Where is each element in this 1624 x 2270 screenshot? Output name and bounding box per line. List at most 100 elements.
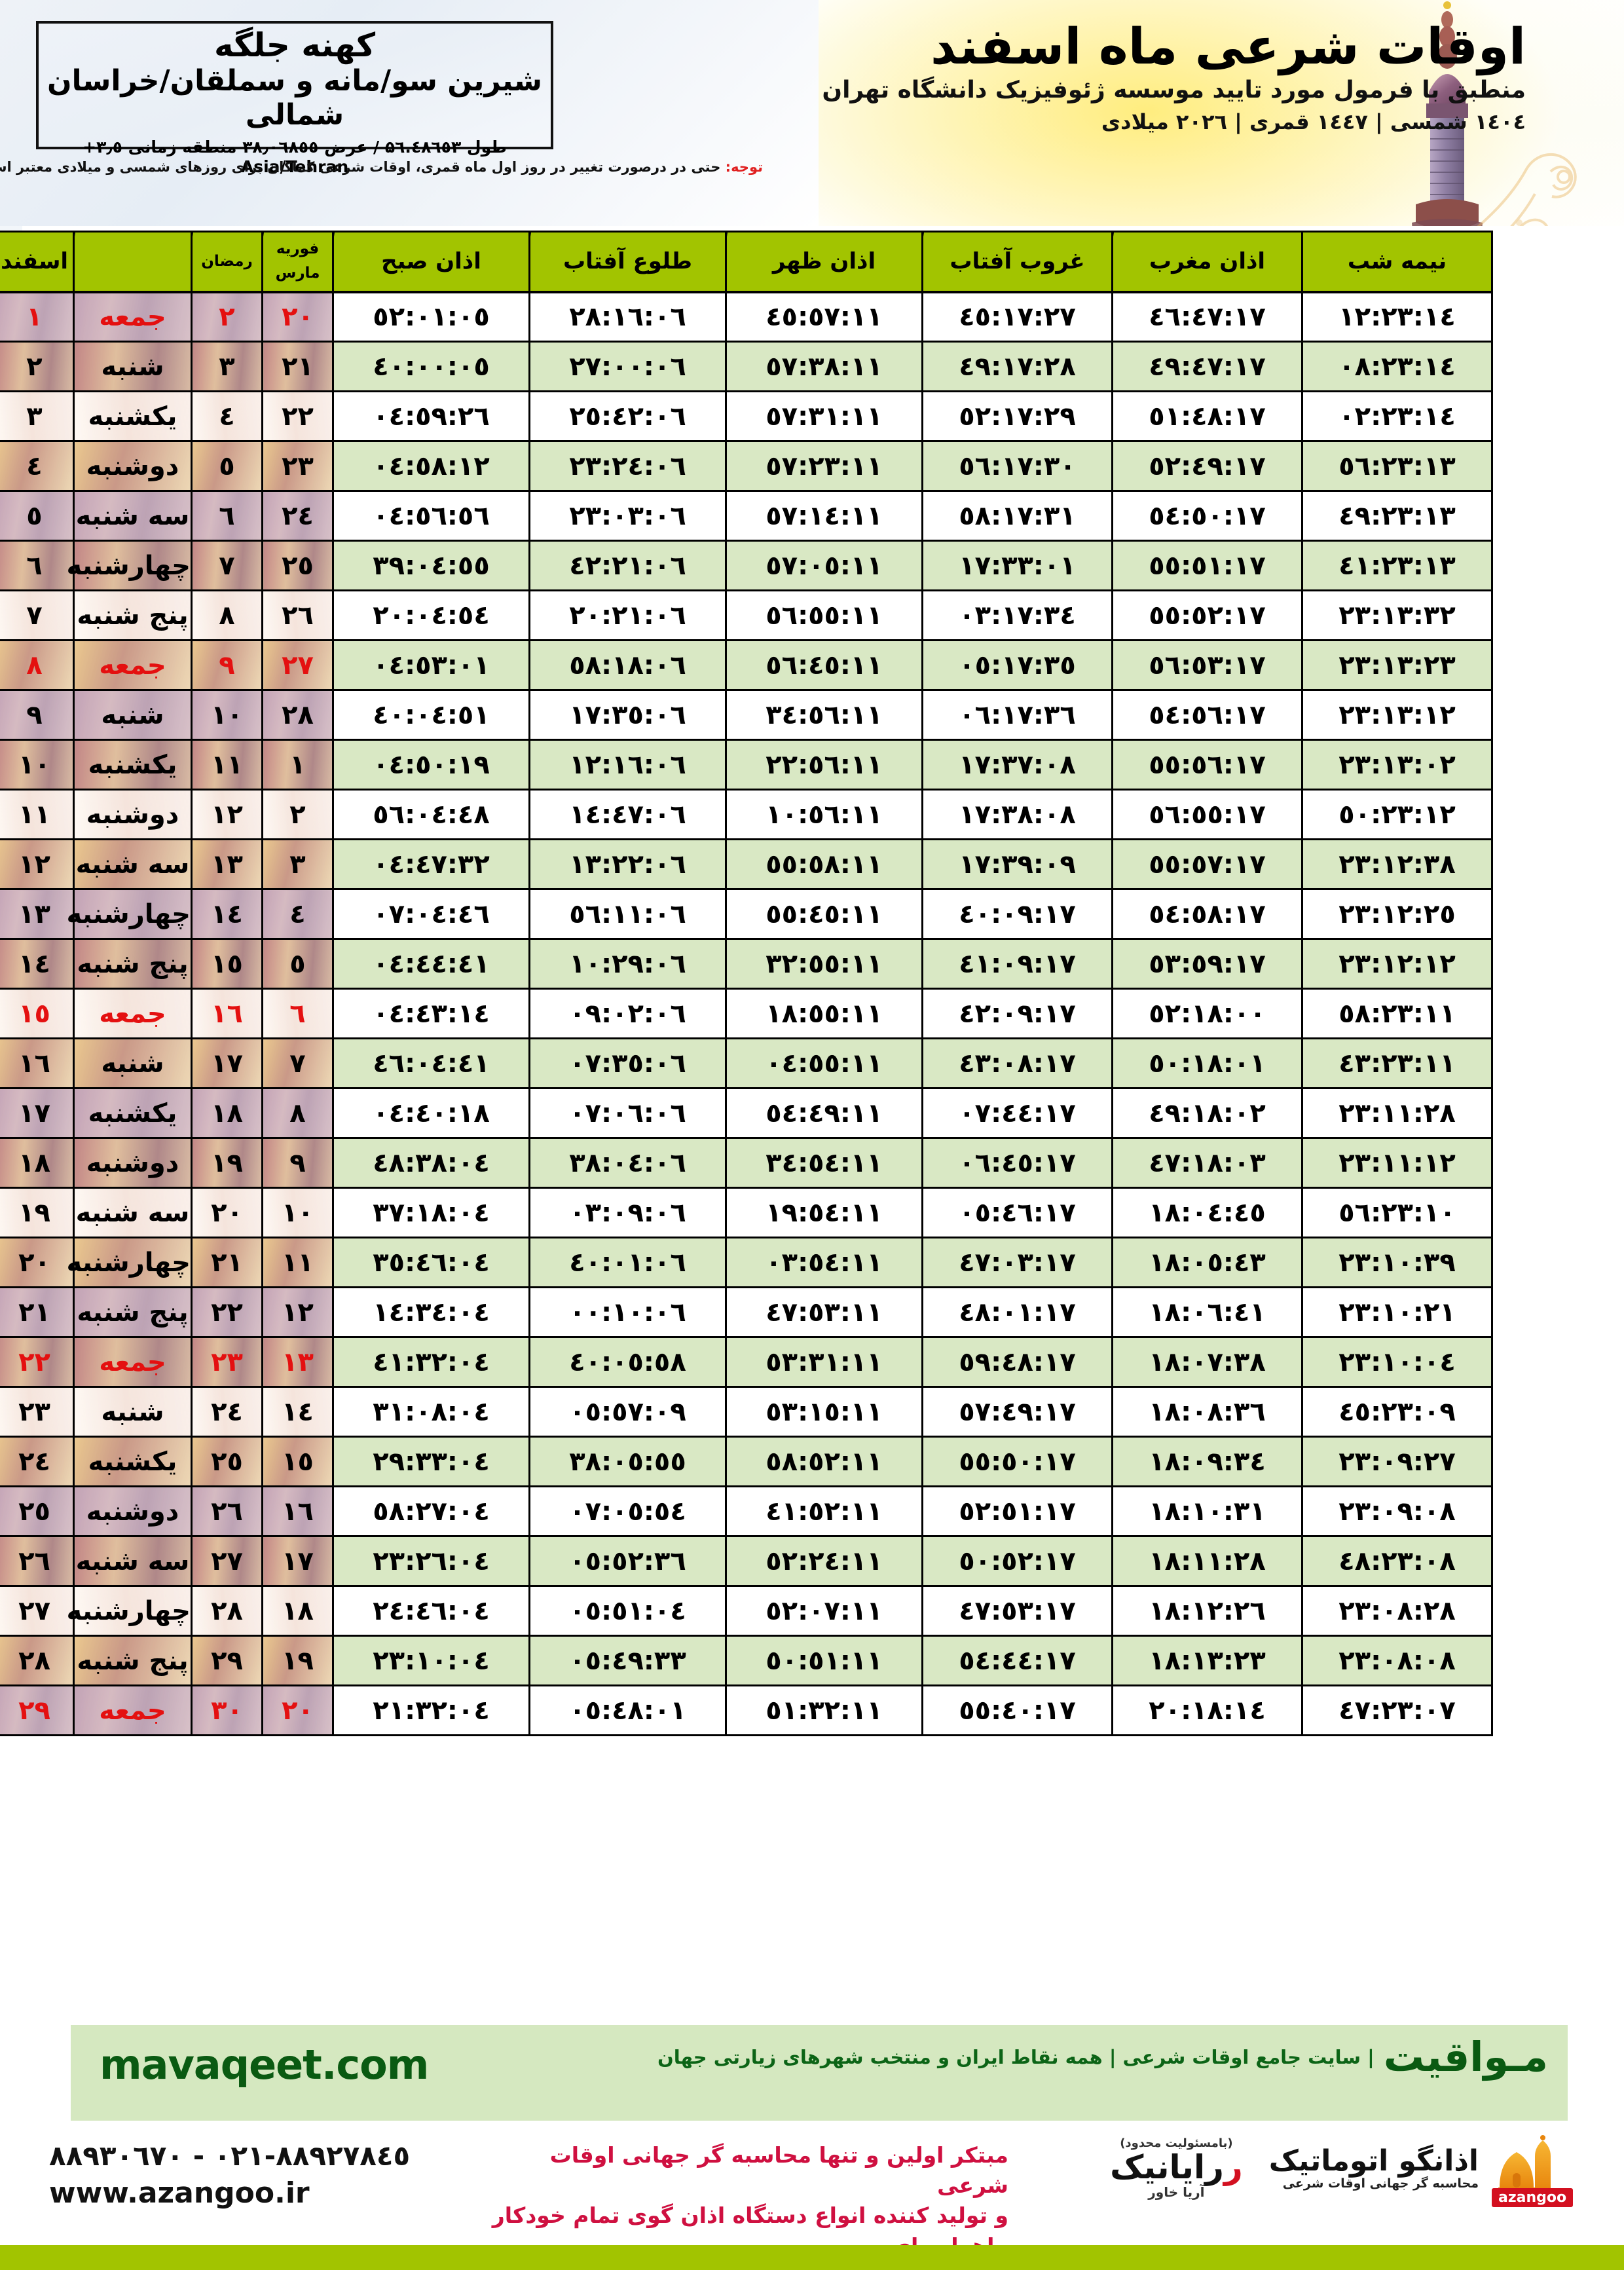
cell-fajr: ۰٤:٤٤:٤۱ xyxy=(332,938,530,990)
cell-gregorian-day: ۲۱ xyxy=(261,341,334,392)
prayer-times-table-wrap: نیمه شب اذان مغرب غروب آفتاب اذان ظهر طل… xyxy=(0,231,1493,1736)
cell-sunset: ۱۷:٤۹:٥۷ xyxy=(921,1386,1113,1438)
cell-nimeshab: ۲۳:۱۰:۳۹ xyxy=(1301,1237,1493,1288)
table-row: ۲۳:۱۳:۳۲ ۱۷:٥۲:٥٥ ۱۷:۳٤:۰۳ ۱۱:٥٦:٥٥ ۰٦:۲۰:۲۱… xyxy=(0,589,1493,641)
cell-solar-day: ۸ xyxy=(0,639,75,691)
cell-sunset: ۱۷:٤٥:۰٦ xyxy=(921,1137,1113,1189)
cell-nimeshab: ۲۳:۱۳:٤۹ xyxy=(1301,490,1493,542)
cell-sunrise: ۰٥:٥۲:۳٦ xyxy=(528,1535,727,1587)
cell-dhuhr: ۱۱:٥۲:٤۱ xyxy=(725,1485,923,1537)
cell-solar-day: ۲۸ xyxy=(0,1635,75,1686)
cell-nimeshab: ۲۳:۰۸:۲۸ xyxy=(1301,1585,1493,1637)
note-text: حتی در درصورت تغییر در روز اول ماه قمری،… xyxy=(0,159,721,175)
rayanik-legal-note: (بامسئولیت محدود) xyxy=(1120,2136,1233,2150)
cell-dhuhr: ۱۱:٥۲:۰۷ xyxy=(725,1585,923,1637)
cell-solar-day: ۲٥ xyxy=(0,1485,75,1537)
cell-fajr: ۰٤:۳۲:٤۱ xyxy=(332,1336,530,1388)
cell-maghrib: ۱۸:۱٤:۲۰ xyxy=(1111,1684,1303,1736)
cell-day-name: دوشنبه xyxy=(73,789,193,840)
cell-hijri-day: ۸ xyxy=(191,589,263,641)
cell-day-name: چهارشنبه xyxy=(66,540,193,591)
cell-sunset: ۱۷:۳۷:۰۸ xyxy=(921,739,1113,791)
cell-day-name: دوشنبه xyxy=(73,1137,193,1189)
cell-dhuhr: ۱۱:٥۱:٥۰ xyxy=(725,1635,923,1686)
cell-maghrib: ۱۷:٥٥:٥٦ xyxy=(1111,739,1303,791)
col-head-sunrise: طلوع آفتاب xyxy=(519,231,727,293)
cell-gregorian-day: ۱۱ xyxy=(261,1237,334,1288)
cell-nimeshab: ۲۳:۱۳:٥٦ xyxy=(1301,440,1493,492)
promo-line-1: مبتکر اولین و تنها محاسبه گر جهانی اوقات… xyxy=(549,2142,1008,2199)
cell-nimeshab: ۲۳:۱٤:۱۲ xyxy=(1301,291,1493,343)
cell-fajr: ۰٤:٤۸:٥٦ xyxy=(332,789,530,840)
cell-hijri-day: ۲ xyxy=(191,291,263,343)
cell-dhuhr: ۱۱:٥٤:۱۹ xyxy=(725,1187,923,1238)
cell-gregorian-day: ۲۲ xyxy=(261,390,334,442)
col-head-sunset: غروب آفتاب xyxy=(912,231,1113,293)
cell-hijri-day: ۲٦ xyxy=(191,1485,263,1537)
cell-dhuhr: ۱۱:٥۷:٤٥ xyxy=(725,291,923,343)
cell-maghrib: ۱۷:٥٦:٥٥ xyxy=(1111,789,1303,840)
cell-maghrib: ۱۷:٥۷:٥٥ xyxy=(1111,838,1303,890)
mosque-dome-icon: azangoo xyxy=(1486,2132,1574,2207)
promo-line-2: و تولید کننده انواع دستگاه اذان گوی تمام… xyxy=(492,2203,1008,2258)
cell-sunrise: ۰٦:۰٤:۳۸ xyxy=(528,1137,727,1189)
cell-gregorian-day: ۷ xyxy=(261,1037,334,1089)
cell-maghrib: ۱۷:٥۳:٥٦ xyxy=(1111,639,1303,691)
cell-sunset: ۱۷:٥۲:٥۰ xyxy=(921,1535,1113,1587)
cell-dhuhr: ۱۱:٥٦:۳٤ xyxy=(725,689,923,741)
cell-dhuhr: ۱۱:٥۷:۲۳ xyxy=(725,440,923,492)
cell-fajr: ۰٤:۲۷:٥۸ xyxy=(332,1485,530,1537)
col-head-dhuhr: اذان ظهر xyxy=(716,231,923,293)
cell-sunrise: ۰٦:۲۰:۲۱ xyxy=(528,589,727,641)
cell-hijri-day: ۲۳ xyxy=(191,1336,263,1388)
cell-hijri-day: ۱۰ xyxy=(191,689,263,741)
cell-solar-day: ۲۷ xyxy=(0,1585,75,1637)
table-row: ۲۳:۰۹:۰۸ ۱۸:۱۰:۳۱ ۱۷:٥۱:٥۲ ۱۱:٥۲:٤۱ ۰٥:٥٤:۰۷… xyxy=(0,1485,1493,1537)
cell-fajr: ۰٤:٤۳:۱٤ xyxy=(332,988,530,1039)
cell-gregorian-day: ٤ xyxy=(261,888,334,940)
cell-maghrib: ۱۷:٤۷:٤۹ xyxy=(1111,341,1303,392)
cell-hijri-day: ٥ xyxy=(191,440,263,492)
cell-fajr: ۰٤:٤۷:۳۲ xyxy=(332,838,530,890)
cell-day-name: شنبه xyxy=(73,1037,193,1089)
cell-gregorian-day: ٥ xyxy=(261,938,334,990)
cell-day-name: دوشنبه xyxy=(73,440,193,492)
cell-nimeshab: ۲۳:۱۲:٥۰ xyxy=(1301,789,1493,840)
cell-hijri-day: ۲٥ xyxy=(191,1436,263,1487)
mavaqeet-url[interactable]: mavaqeet.com xyxy=(100,2041,429,2089)
table-row: ۲۳:۱۰:۰٤ ۱۸:۰۷:۳۸ ۱۷:٤۸:٥۹ ۱۱:٥۳:۳۱ ۰٥:٥۸:٤۰… xyxy=(0,1336,1493,1388)
table-row: ۲۳:۱۱:٥۸ ۱۸:۰۰:٥۲ ۱۷:٤۲:۰۹ ۱۱:٥٥:۱۸ ۰٦:۰۹:۰۲… xyxy=(0,988,1493,1039)
col-head-maghrib: اذان مغرب xyxy=(1102,231,1303,293)
cell-hijri-day: ۲۲ xyxy=(191,1286,263,1338)
cell-solar-day: ۱٤ xyxy=(0,938,75,990)
city-region: شیرین سو/مانه و سملقان/خراسان شمالی xyxy=(47,64,542,132)
cell-sunrise: ۰٦:۱۰:۲۹ xyxy=(528,938,727,990)
cell-maghrib: ۱۸:۱۰:۳۱ xyxy=(1111,1485,1303,1537)
cell-day-name: سه شنبه xyxy=(73,490,193,542)
cell-sunset: ۱۷:٥٤:٤٤ xyxy=(921,1635,1113,1686)
cell-day-name: شنبه xyxy=(73,1386,193,1438)
cell-sunrise: ۰٥:٥٥:۳۸ xyxy=(528,1436,727,1487)
table-row: ۲۳:۱٤:۱۲ ۱۷:٤٦:٤۷ ۱۷:۲۷:٤٥ ۱۱:٥۷:٤٥ ۰٦:۲۸:۱٦… xyxy=(0,291,1493,343)
cell-fajr: ۰٤:۳۸:٤۸ xyxy=(332,1137,530,1189)
cell-maghrib: ۱۷:٥۹:٥۳ xyxy=(1111,938,1303,990)
cell-nimeshab: ۲۳:۱٤:۰۸ xyxy=(1301,341,1493,392)
cell-sunset: ۱۷:٥۰:٥٥ xyxy=(921,1436,1113,1487)
table-body: ۲۳:۱٤:۱۲ ۱۷:٤٦:٤۷ ۱۷:۲۷:٤٥ ۱۱:٥۷:٤٥ ۰٦:۲۸:۱٦… xyxy=(0,291,1493,1736)
cell-nimeshab: ۲۳:۱۱:٥۸ xyxy=(1301,988,1493,1039)
cell-fajr: ۰٤:۳٤:۱٤ xyxy=(332,1286,530,1338)
azangoo-url[interactable]: www.azangoo.ir xyxy=(49,2176,310,2210)
cell-nimeshab: ۲۳:۰۹:۲۷ xyxy=(1301,1436,1493,1487)
table-row: ۲۳:۰۸:۲۸ ۱۸:۱۲:۲٦ ۱۷:٥۳:٤۷ ۱۱:٥۲:۰۷ ۰٥:٥۱:۰٤… xyxy=(0,1585,1493,1637)
cell-solar-day: ۱۱ xyxy=(0,789,75,840)
cell-maghrib: ۱۸:۱۲:۲٦ xyxy=(1111,1585,1303,1637)
cell-solar-day: ۱ xyxy=(0,291,75,343)
cell-day-name: جمعه xyxy=(73,988,193,1039)
cell-hijri-day: ۱۸ xyxy=(191,1087,263,1139)
cell-gregorian-day: ۲۰ xyxy=(261,291,334,343)
cell-day-name: یکشنبه xyxy=(73,1436,193,1487)
cell-hijri-day: ۷ xyxy=(191,540,263,591)
cell-dhuhr: ۱۱:٥٥:٤٥ xyxy=(725,888,923,940)
contact-phone: ۰۲۱-۸۸۹۲۷۸٤٥ - ۸۸۹۳۰٦۷۰ xyxy=(49,2140,411,2172)
cell-sunset: ۱۷:۳٦:۰٦ xyxy=(921,689,1113,741)
